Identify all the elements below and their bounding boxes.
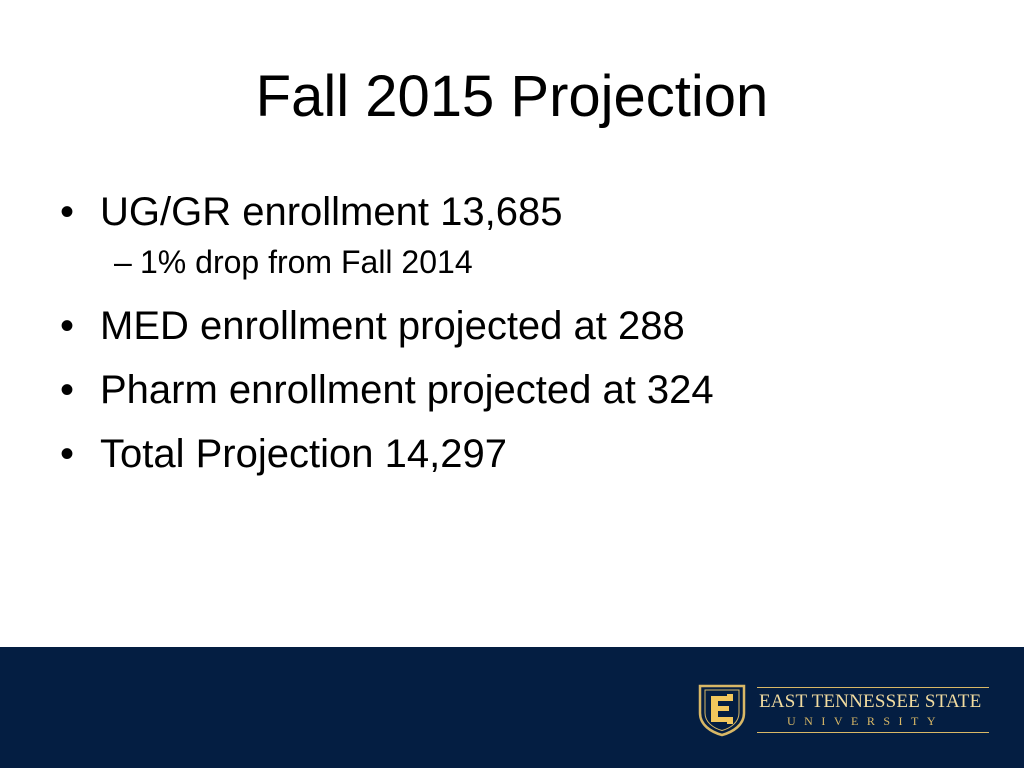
logo-name-line1: EAST TENNESSEE STATE	[759, 691, 982, 712]
slide-title: Fall 2015 Projection	[255, 64, 769, 129]
bullet-text: MED enrollment projected at 288	[100, 304, 685, 348]
etsu-shield-e-icon	[698, 684, 746, 737]
bullet-marker: •	[60, 432, 75, 476]
bullet-marker: •	[60, 368, 75, 412]
bullet-item: • MED enrollment projected at 288	[60, 300, 980, 364]
logo-name-line2: UNIVERSITY	[787, 714, 944, 728]
bullet-marker: •	[60, 304, 75, 348]
bullet-item: • Total Projection 14,297	[60, 428, 980, 492]
bullet-marker: •	[60, 190, 75, 234]
bullet-text: Total Projection 14,297	[100, 432, 507, 476]
bullet-text: UG/GR enrollment 13,685	[100, 190, 563, 234]
bullet-list: • UG/GR enrollment 13,685 – 1% drop from…	[60, 186, 980, 492]
sub-bullet-marker: –	[114, 244, 132, 280]
sub-bullet-text: 1% drop from Fall 2014	[140, 244, 473, 280]
sub-bullet-item: – 1% drop from Fall 2014	[60, 242, 980, 300]
bullet-item: • Pharm enrollment projected at 324	[60, 364, 980, 428]
bullet-item: • UG/GR enrollment 13,685	[60, 186, 980, 250]
logo-rule-bottom	[757, 732, 989, 733]
university-logo: EAST TENNESSEE STATE UNIVERSITY	[697, 683, 992, 737]
bullet-text: Pharm enrollment projected at 324	[100, 368, 714, 412]
footer-band	[0, 647, 1024, 768]
logo-rule-top	[757, 687, 989, 688]
